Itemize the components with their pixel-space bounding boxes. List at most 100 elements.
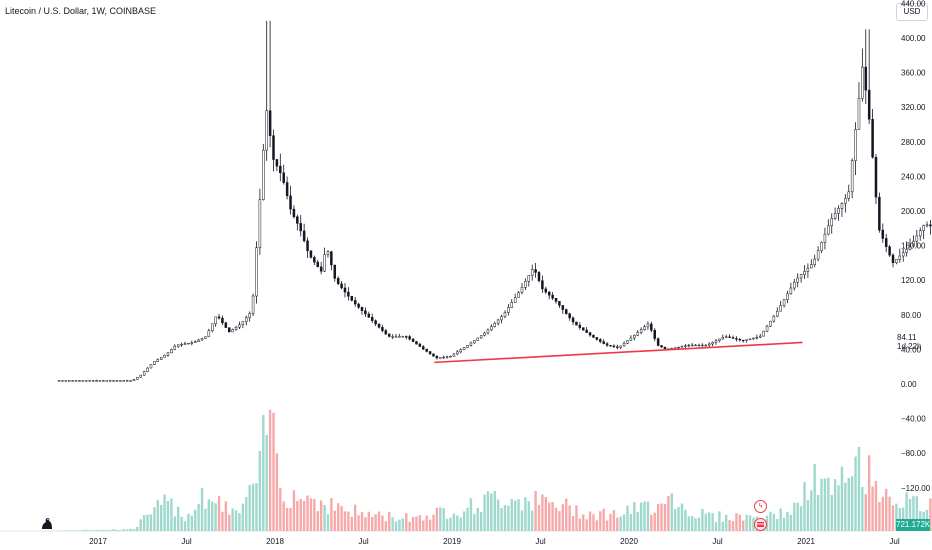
volume-bar (837, 485, 840, 531)
volume-bar (599, 511, 602, 531)
volume-bar (476, 508, 479, 531)
candle-body (629, 337, 633, 341)
volume-bar (544, 497, 548, 531)
candle-body (544, 288, 548, 293)
volume-bar (803, 482, 806, 531)
candle-body (530, 269, 534, 276)
candle-body (547, 291, 551, 296)
candle-body (71, 380, 74, 382)
volume-bar (490, 493, 493, 531)
volume-bar (384, 521, 388, 531)
candle-body (840, 203, 844, 209)
volume-value-tag: 721.172K (896, 519, 931, 531)
candle-body (234, 326, 238, 330)
volume-bar (626, 505, 629, 531)
volume-bar (241, 503, 245, 531)
candle-body (149, 364, 153, 369)
lightning-event-icon[interactable]: ϟ (754, 500, 767, 513)
candle-body (551, 294, 554, 299)
volume-bar (616, 517, 619, 531)
volume-bar (782, 517, 786, 531)
candle-body (677, 346, 680, 349)
candle-body (895, 259, 898, 263)
currency-button[interactable]: USD (896, 3, 928, 21)
candle-body (265, 110, 268, 151)
candle-body (251, 295, 255, 314)
volume-bar (102, 529, 105, 531)
candle-body (449, 355, 452, 358)
candle-body (268, 110, 272, 136)
volume-bar (146, 514, 149, 531)
volume-bar (701, 508, 704, 531)
candle-body (656, 338, 660, 346)
candle-body (275, 159, 279, 167)
volume-bar (629, 513, 633, 531)
volume-bar (78, 530, 81, 531)
volume-bar (636, 511, 639, 531)
candle-body (816, 250, 820, 260)
candle-body (782, 299, 786, 306)
volume-bar (340, 506, 343, 531)
volume-bar (221, 511, 224, 531)
candle-body (823, 233, 827, 243)
volume-bar (302, 500, 306, 531)
candle-body (701, 344, 704, 347)
candle-body (248, 313, 251, 318)
volume-bar (129, 528, 132, 531)
candle-body (367, 313, 371, 318)
candle-body (394, 336, 398, 338)
candle-body (837, 208, 840, 214)
volume-bar (524, 497, 527, 531)
candle-body (112, 380, 115, 382)
volume-bar (622, 514, 626, 531)
last-price-label: 84.11 1d 22h (897, 333, 921, 351)
candle-body (582, 327, 585, 331)
volume-bar (779, 508, 782, 531)
candle-body (564, 309, 568, 314)
flag-event-icon[interactable] (754, 518, 767, 531)
volume-bar (170, 498, 173, 531)
candle-body (231, 329, 234, 333)
volume-bar (592, 514, 595, 531)
candle-body (609, 345, 612, 347)
volume-bar (854, 456, 857, 531)
candle-body (180, 343, 183, 346)
volume-bar (74, 530, 78, 531)
candle-body (411, 338, 415, 342)
candle-body (442, 356, 445, 359)
candle-body (793, 281, 796, 289)
candle-body (888, 246, 891, 256)
volume-bar (125, 529, 129, 531)
volume-bar (98, 530, 102, 531)
volume-bar (646, 501, 650, 531)
volume-bar (745, 514, 748, 531)
candle-body (905, 249, 908, 253)
support-trendline (434, 341, 803, 364)
volume-bar (333, 510, 336, 531)
candle-body (282, 172, 285, 183)
volume-bar (132, 529, 136, 531)
volume-bar (88, 529, 91, 531)
volume-bar (840, 466, 844, 531)
volume-bar (731, 521, 735, 531)
y-tick-label: 200.00 (901, 207, 926, 216)
candle-body (85, 380, 88, 382)
volume-bar (888, 496, 891, 531)
chart-title: Litecoin / U.S. Dollar, 1W, COINBASE (5, 6, 157, 16)
volume-bar (95, 530, 98, 531)
volume-bar (479, 512, 483, 531)
candle-body (309, 250, 313, 258)
candle-body (571, 317, 575, 323)
candle-body (769, 320, 772, 327)
candle-body (847, 191, 851, 199)
candle-body (738, 339, 742, 341)
volume-bar (735, 513, 738, 531)
candle-body (102, 380, 105, 382)
candle-body (558, 301, 561, 306)
volume-bar (806, 500, 810, 531)
volume-bar (319, 500, 323, 531)
tradingview-logo-icon[interactable] (38, 514, 56, 532)
volume-bar (462, 511, 466, 531)
candle-body (622, 343, 626, 347)
